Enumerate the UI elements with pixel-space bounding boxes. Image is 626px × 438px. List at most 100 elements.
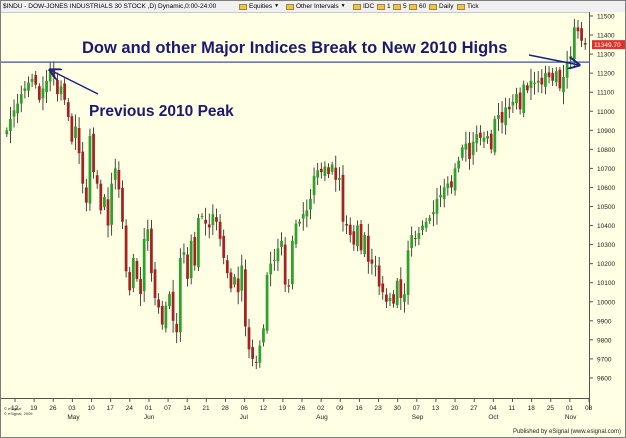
daily-button[interactable]: Daily [429,3,453,10]
candle-body [529,80,533,89]
candle-body [497,115,500,119]
candles [5,18,587,369]
candle-body [74,126,77,138]
candle-body [504,107,508,125]
candle-body [410,235,414,249]
peak-arrow [50,70,99,95]
date-tick-label: 01 [145,405,153,412]
candle-body [569,56,573,60]
price-tag-label: 11349.70 [594,42,621,49]
candle-body [200,216,204,218]
date-tick-label: 19 [30,405,38,412]
idc-button[interactable]: IDC [353,3,374,10]
folder-icon [286,3,294,10]
candle-body [507,106,511,110]
candle-body [218,221,222,239]
candle-body [128,272,132,291]
date-tick-label: 27 [470,405,478,412]
date-ticks: 12 19 26 03 10 17 24 01 07 14 21 28 06 12 19 26 02 09 16 23… [11,398,593,421]
symbol-title: $INDU - DOW-JONES INDUSTRIALS 30 STOCK ,… [3,3,217,10]
price-tick-label: 10600 [597,185,615,192]
candle-body [486,136,489,139]
month-label: Aug [316,414,328,421]
candle-body [424,221,428,228]
month-label: Jun [144,414,155,421]
date-tick-label: 12 [260,405,268,412]
price-tick-label: 9900 [597,318,612,325]
candle-body [135,260,139,279]
candle-body [157,299,161,308]
month-label: Oct [488,414,498,421]
candle-body [229,272,233,289]
toolbar: $INDU - DOW-JONES INDUSTRIALS 30 STOCK ,… [1,1,625,13]
date-tick-label: 12 [11,405,19,412]
date-tick-label: 26 [298,405,306,412]
candle-body [225,260,229,274]
candle-body [511,101,515,106]
price-axis-area [590,12,625,410]
candle-body [464,143,468,150]
candle-body [186,254,189,279]
candle-body [153,269,157,298]
clock-icon [353,3,361,10]
candle-body [63,83,67,100]
publisher-credit: Published by eSignal (www.esignal.com) [512,429,621,435]
candle-body [312,176,316,196]
tick-label: Tick [467,3,479,10]
candle-body [70,116,74,142]
candle-body [193,236,197,266]
other-intervals-menu[interactable]: Other Intervals ▼ [286,3,346,10]
candle-body [565,61,569,78]
price-tick-label: 11100 [597,90,614,97]
candle-body [247,327,251,350]
candle-body [131,257,135,289]
candle-body [12,110,16,117]
candle-body [77,128,81,154]
price-tick-label: 10300 [597,242,615,249]
date-tick-label: 18 [528,405,536,412]
date-tick-label: 07 [164,405,172,412]
date-tick-label: 07 [413,405,421,412]
date-tick-label: 23 [375,405,383,412]
candle-body [341,174,345,222]
candle-body [178,257,182,333]
candle-body [23,88,27,92]
price-tick-label: 11000 [597,109,615,116]
candle-body [583,43,587,45]
candle-body [450,181,453,188]
candle-body [356,225,359,247]
candle-body [442,187,446,199]
candle-body [316,170,320,178]
candle-body [215,217,218,222]
date-tick-label: 04 [489,405,497,412]
candle-body [103,196,106,208]
candle-body [522,84,526,114]
interval-1-button[interactable]: 1 [377,3,391,10]
date-tick-label: 26 [49,405,57,412]
candle-body [204,219,208,224]
candle-body [146,229,150,242]
peak-annotation: Previous 2010 Peak [89,103,234,120]
tick-button[interactable]: Tick [457,3,479,10]
candle-body [142,238,146,292]
price-tick-label: 10400 [597,223,615,230]
interval-1-label: 1 [387,3,391,10]
month-label: Nov [565,414,577,421]
equities-menu[interactable]: Equities ▼ [239,3,279,10]
candle-body [139,278,142,295]
price-chart[interactable]: 9600970098009900100001010010200103001040… [1,12,625,426]
interval-60-button[interactable]: 60 [409,3,426,10]
date-tick-label: 11 [508,405,515,412]
candle-body [403,294,406,302]
daily-label: Daily [439,3,454,10]
interval-5-button[interactable]: 5 [393,3,407,10]
watermark-line-2: © eSignal, 2009 [4,411,33,416]
breakout-arrow [528,54,579,65]
candle-body [363,235,367,255]
candle-body [19,94,23,104]
candle-body [37,86,41,100]
candle-body [244,269,247,327]
price-tick-label: 10500 [597,204,615,211]
candle-body [460,147,464,158]
candle-body [56,80,59,95]
